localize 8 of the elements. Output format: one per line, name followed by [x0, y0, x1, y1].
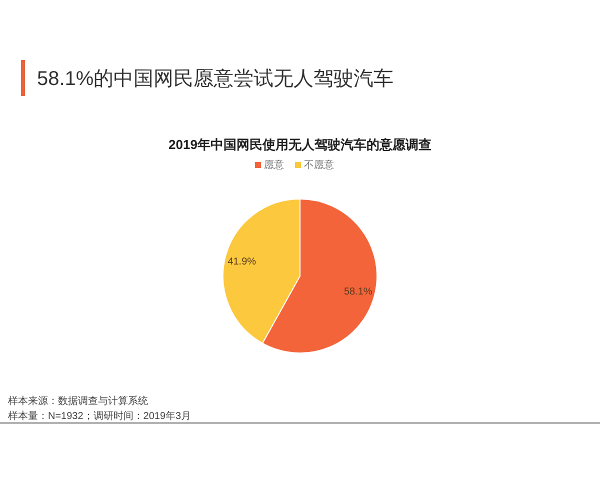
text: 样本量：N=1932；调研时间：2019年3月 [8, 410, 192, 422]
chart-subtitle: 2019年中国网民使用无人驾驶汽车的意愿调查 [168, 137, 432, 152]
data-label: 58.1% [344, 286, 372, 298]
text: 样本来源：数据调查与计算系统 [8, 395, 148, 407]
chart-title: 58.1%的中国网民愿意尝试无人驾驶汽车 [37, 68, 394, 90]
legend-label: 愿意 [264, 159, 284, 171]
legend-label: 不愿意 [304, 159, 334, 171]
data-label: 41.9% [228, 256, 256, 268]
